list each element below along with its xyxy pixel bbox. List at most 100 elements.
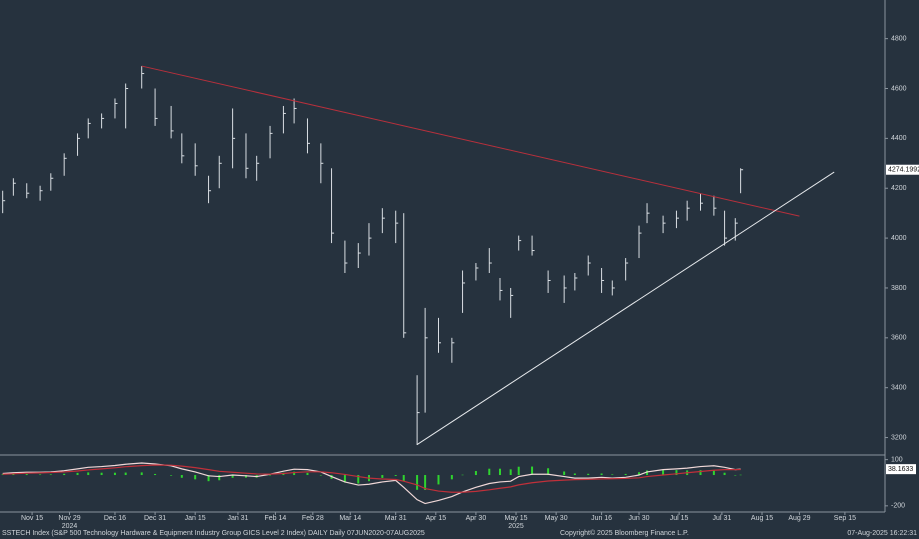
histogram-bar [675, 470, 678, 476]
histogram-bar [739, 474, 742, 476]
trendline [141, 65, 800, 217]
histogram-bar [488, 468, 491, 476]
x-tick-label: Feb 14 [264, 515, 286, 522]
histogram-bar [450, 475, 453, 480]
indicator-line [2, 464, 741, 493]
x-tick-label: Jul 31 [713, 515, 732, 522]
histogram-bar [170, 475, 173, 476]
histogram-bar [293, 471, 296, 476]
x-tick-label: Aug 29 [788, 515, 810, 522]
histogram-bar [573, 473, 576, 476]
x-tick-label: Nov 15 [21, 515, 43, 522]
histogram-bar [498, 468, 501, 476]
y-tick-label: 4800 [891, 35, 907, 42]
x-tick-label: Jan 31 [227, 515, 248, 522]
histogram-bar [63, 473, 66, 476]
histogram-bar [517, 466, 520, 476]
x-tick-label: Apr 30 [466, 515, 487, 522]
year-label: 2025 [508, 523, 524, 530]
histogram-bar [416, 475, 419, 490]
histogram-bar [343, 475, 346, 483]
histogram-bar [723, 472, 726, 476]
histogram-bar [154, 473, 157, 476]
x-tick-label: Jan 15 [185, 515, 206, 522]
histogram-bar [587, 473, 590, 476]
lower-y-tick-label: -200 [891, 503, 905, 510]
histogram-bar [563, 471, 566, 476]
histogram-bar [531, 466, 534, 476]
x-tick-label: May 15 [505, 515, 528, 522]
x-tick-label: Aug 15 [751, 515, 773, 522]
y-tick-label: 4200 [891, 185, 907, 192]
histogram-bar [734, 475, 737, 476]
indicator-last-box [886, 464, 916, 475]
histogram-bar [1, 474, 4, 476]
lower-y-tick-label: 100 [891, 456, 903, 463]
histogram-bar [12, 473, 15, 476]
histogram-bar [437, 475, 440, 485]
histogram-bar [180, 475, 183, 478]
histogram-bar [662, 469, 665, 476]
histogram-bar [461, 474, 464, 476]
y-tick-label: 4600 [891, 85, 907, 92]
trendline [416, 171, 835, 445]
histogram-bar [207, 475, 210, 482]
histogram-bar [394, 475, 397, 476]
histogram-bar [712, 470, 715, 476]
histogram-bar [509, 469, 512, 476]
y-tick-label: 4400 [891, 135, 907, 142]
histogram-bar [49, 474, 52, 476]
footer-left: SSTECH Index (S&P 500 Technology Hardwar… [2, 530, 425, 537]
histogram-bar [646, 470, 649, 476]
histogram-bar [424, 475, 427, 490]
x-tick-label: Nov 29 [58, 515, 80, 522]
histogram-bar [357, 475, 360, 484]
x-tick-label: Jun 16 [591, 515, 612, 522]
last-price-label: 4274.1992 [888, 167, 919, 174]
x-tick-label: Dec 31 [144, 515, 166, 522]
x-tick-label: Apr 15 [426, 515, 447, 522]
y-tick-label: 3800 [891, 285, 907, 292]
x-tick-label: Jun 30 [629, 515, 650, 522]
footer-right: 07-Aug-2025 16:22:31 [847, 530, 917, 537]
x-tick-label: Sep 15 [834, 515, 856, 522]
histogram-bar [76, 472, 79, 476]
histogram-bar [218, 475, 221, 481]
footer-center: Copyright© 2025 Bloomberg Finance L.P. [560, 529, 689, 537]
histogram-bar [39, 474, 42, 476]
x-tick-label: Mar 31 [385, 515, 407, 522]
histogram-bar [547, 468, 550, 476]
histogram-bar [319, 475, 322, 476]
histogram-bar [87, 472, 90, 476]
x-tick-label: Mar 14 [339, 515, 361, 522]
y-tick-label: 3600 [891, 335, 907, 342]
histogram-bar [25, 474, 28, 476]
x-tick-label: Jul 15 [670, 515, 689, 522]
indicator-last-label: 38.1633 [888, 466, 913, 473]
histogram-bar [611, 474, 614, 476]
y-tick-label: 4000 [891, 235, 907, 242]
x-tick-label: Feb 28 [302, 515, 324, 522]
y-tick-label: 3200 [891, 434, 907, 441]
histogram-bar [231, 475, 234, 478]
histogram-bar [306, 472, 309, 476]
histogram-bar [113, 472, 116, 476]
histogram-bar [402, 475, 405, 482]
x-tick-label: May 30 [545, 515, 568, 522]
histogram-bar [699, 470, 702, 476]
indicator-line [2, 462, 741, 505]
year-label: 2024 [62, 523, 78, 530]
x-tick-label: Dec 16 [104, 515, 126, 522]
histogram-bar [600, 473, 603, 476]
histogram-bar [269, 475, 272, 476]
histogram-bar [140, 472, 143, 476]
histogram-bar [624, 473, 627, 476]
histogram-bar [124, 472, 127, 476]
last-price-box [886, 164, 919, 175]
histogram-bar [194, 475, 197, 480]
histogram-bar [638, 472, 641, 476]
histogram-bar [381, 475, 384, 478]
